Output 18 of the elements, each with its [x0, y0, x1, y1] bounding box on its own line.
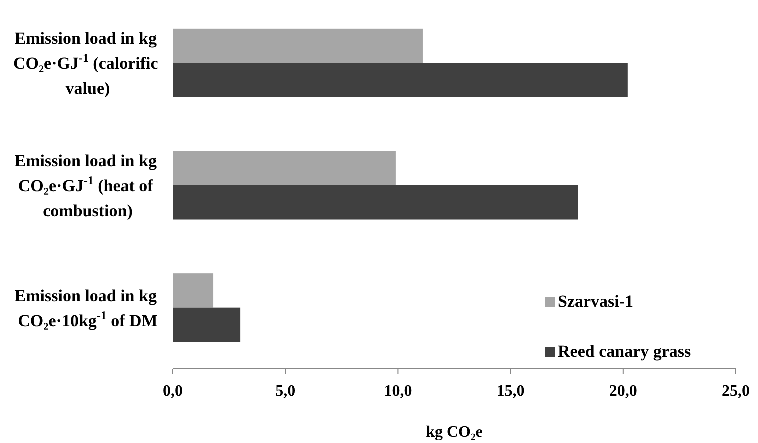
legend-label: Reed canary grass [558, 342, 692, 361]
bar [173, 274, 214, 308]
y-tick-label: Emission load in kg CO₂e·10kg$^{-1}$ of DM [14, 286, 162, 330]
x-tick-label: 15,0 [496, 383, 525, 400]
x-tick-label: 20,0 [609, 383, 638, 400]
bar [173, 28, 423, 64]
x-tick-label: 25,0 [722, 383, 750, 400]
bar [173, 151, 396, 186]
bar [173, 186, 578, 220]
bar [173, 308, 241, 342]
x-tick-label: 5,0 [276, 383, 296, 400]
y-tick-label: Emission load in kg CO₂e·GJ$^{-1}$ (heat of combustion) [14, 152, 162, 220]
y-tick-label: Emission load in kg CO₂e·GJ$^{-1}$ (calorific value) [13, 29, 163, 98]
x-axis-title: kg CO₂e [426, 424, 483, 441]
bar [173, 63, 628, 98]
x-tick-label: 0,0 [163, 383, 183, 400]
legend-label: Szarvasi-1 [558, 292, 634, 311]
x-tick-label: 10,0 [384, 383, 412, 400]
